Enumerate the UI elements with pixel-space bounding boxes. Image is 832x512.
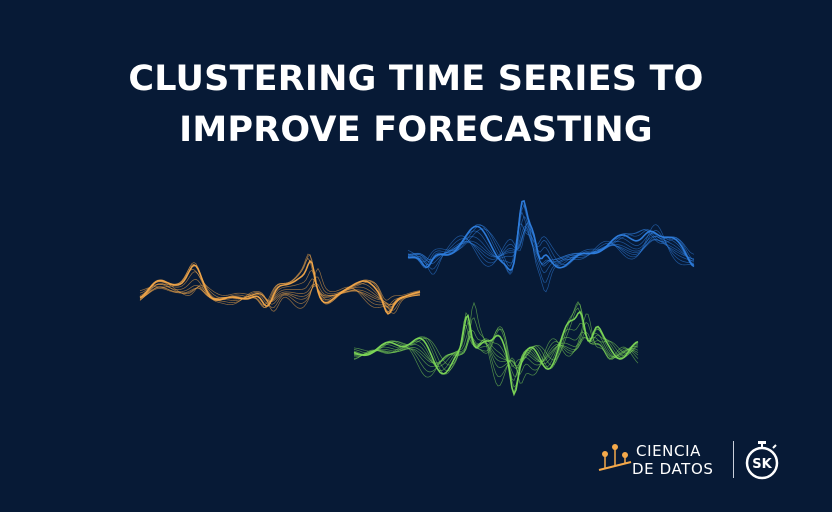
ciencia-de-datos-logo: CIENCIA DE DATOS [597,440,731,480]
wave-line [407,229,695,267]
page-title: CLUSTERING TIME SERIES TO IMPROVE FORECA… [0,54,832,156]
wave-line [407,223,695,283]
logo-line-2: DE DATOS [632,460,714,478]
wave-line [139,278,421,309]
wave-line [353,321,639,388]
title-line-2: IMPROVE FORECASTING [179,110,653,150]
stopwatch-icon: SK [745,441,779,480]
wave-line [407,220,695,293]
wave-line [139,269,421,313]
green-series-cluster [353,301,639,397]
logo-divider [733,441,734,478]
wave-line [353,307,639,367]
wave-line [407,226,695,274]
wave-line [353,317,639,378]
orange-series-cluster [139,253,421,315]
wave-line [408,204,695,266]
wave-line [139,285,421,306]
skforecast-logo-text: SK [752,457,772,472]
logo-line-1: CIENCIA [636,442,701,460]
wave-line [139,267,421,314]
title-line-1: CLUSTERING TIME SERIES TO [128,59,704,99]
wave-line [353,303,639,393]
wave-line [139,276,421,311]
wave-line [407,202,695,275]
wave-line [353,330,639,377]
wave-line [353,336,639,367]
wave-line [139,282,421,308]
data-points-icon [598,444,632,471]
wave-line [353,301,639,387]
wave-line [353,329,639,369]
wave-line [139,259,421,315]
wave-line [139,283,421,306]
blue-series-cluster [407,199,695,293]
wave-line [139,254,421,313]
wave-line [407,211,695,274]
